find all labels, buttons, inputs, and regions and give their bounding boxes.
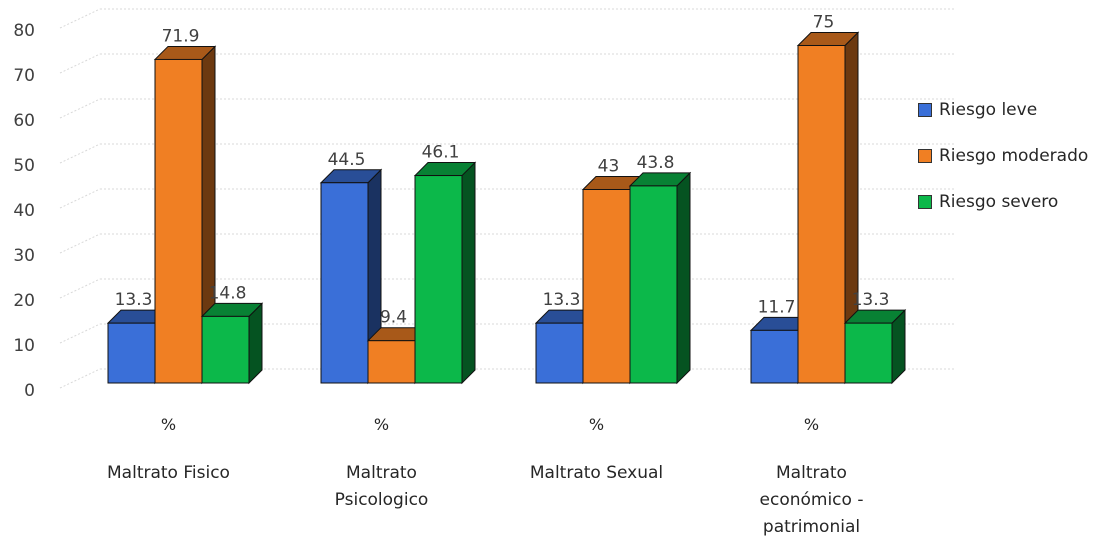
x-tick-pct-label: % <box>589 415 604 434</box>
gridline-diagonal <box>59 53 101 74</box>
x-category-label: económico - <box>760 490 864 510</box>
x-category-label: Maltrato <box>776 463 847 483</box>
bar <box>582 189 631 384</box>
legend-label: Riesgo leve <box>939 100 1038 120</box>
legend-swatch-severo <box>918 195 932 209</box>
legend-swatch-leve <box>918 103 932 117</box>
x-tick-pct-label: % <box>374 415 389 434</box>
bar-side <box>248 302 263 385</box>
data-label: 43 <box>598 157 620 177</box>
data-label: 9.4 <box>380 308 407 328</box>
data-label: 13.3 <box>115 290 153 310</box>
bar <box>750 329 799 384</box>
y-tick-label: 80 <box>13 21 35 41</box>
bar <box>367 340 416 384</box>
bar <box>107 322 156 384</box>
bar-side <box>461 161 476 385</box>
legend: Riesgo leve Riesgo moderado Riesgo sever… <box>918 94 1088 232</box>
gridline-diagonal <box>59 278 101 299</box>
data-label: 46.1 <box>422 143 460 163</box>
data-label: 43.8 <box>637 153 675 173</box>
x-axis: % Maltrato Fisico% Maltrato Psicologico% Mal… <box>107 415 863 537</box>
gridline-diagonal <box>59 323 101 344</box>
legend-item: Riesgo severo <box>918 186 1088 218</box>
y-tick-label: 40 <box>13 201 35 221</box>
y-tick-label: 60 <box>13 111 35 131</box>
x-tick-pct-label: % <box>804 415 819 434</box>
legend-label: Riesgo severo <box>939 192 1059 212</box>
gridline-diagonal <box>59 98 101 119</box>
data-label: 14.8 <box>209 283 247 303</box>
bar <box>154 58 203 384</box>
data-label: 71.9 <box>162 26 200 46</box>
bar <box>320 182 369 384</box>
y-axis: 0 10 20 30 40 50 60 70 80 <box>13 21 35 401</box>
y-tick-label: 10 <box>13 336 35 356</box>
x-category-label: Maltrato Fisico <box>107 463 230 483</box>
gridline-diagonal <box>59 233 101 254</box>
bar <box>535 322 584 384</box>
bar <box>629 185 678 384</box>
y-tick-label: 50 <box>13 156 35 176</box>
data-label: 44.5 <box>328 150 366 170</box>
legend-item: Riesgo leve <box>918 94 1088 126</box>
x-category-label: patrimonial <box>763 517 860 537</box>
data-label: 13.3 <box>543 290 581 310</box>
x-category-label: Maltrato <box>346 463 417 483</box>
y-tick-label: 30 <box>13 246 35 266</box>
gridline-diagonal <box>59 143 101 164</box>
gridline-diagonal <box>59 188 101 209</box>
bar-side <box>676 171 691 385</box>
bar <box>201 315 250 384</box>
gridline-diagonal <box>59 8 101 29</box>
legend-swatch-moderado <box>918 149 932 163</box>
legend-item: Riesgo moderado <box>918 140 1088 172</box>
data-label: 11.7 <box>758 297 796 317</box>
x-tick-pct-label: % <box>161 415 176 434</box>
bar <box>844 322 893 384</box>
x-category-label: Maltrato Sexual <box>530 463 663 483</box>
y-tick-label: 70 <box>13 66 35 86</box>
y-tick-label: 20 <box>13 291 35 311</box>
bars <box>106 31 907 385</box>
data-label: 75 <box>813 13 835 33</box>
data-labels: 13.3 71.9 14.8 44.5 9.4 46.1 13.3 43 43.8 11.7 75 1… <box>115 13 890 328</box>
bar <box>797 45 846 384</box>
data-label: 13.3 <box>852 290 890 310</box>
bar <box>414 175 463 384</box>
legend-label: Riesgo moderado <box>939 146 1089 166</box>
y-tick-label: 0 <box>24 381 35 401</box>
gridline-diagonal <box>59 368 101 389</box>
x-category-label: Psicologico <box>335 490 429 510</box>
